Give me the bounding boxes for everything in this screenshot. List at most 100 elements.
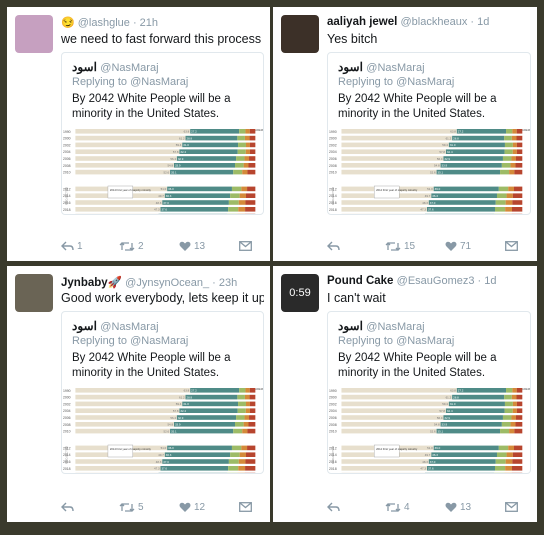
bar-segment bbox=[452, 394, 505, 400]
bar-segment bbox=[75, 156, 177, 161]
data-label: 36.0 bbox=[168, 446, 174, 450]
tick-label: 2014 bbox=[63, 194, 71, 198]
legend-label: AMERICAN INDIAN/ ALASKA NATIVE bbox=[255, 388, 263, 391]
bar-segment bbox=[185, 394, 238, 400]
data-label: 52.6 bbox=[164, 429, 170, 433]
data-label: 52.6 bbox=[430, 429, 436, 433]
data-label: 37.6 bbox=[428, 467, 434, 471]
annotation-box bbox=[107, 444, 134, 458]
bar-segment bbox=[341, 129, 457, 134]
like-button[interactable]: 13 bbox=[445, 502, 471, 513]
bar-segment bbox=[512, 142, 517, 148]
bar-segment bbox=[456, 388, 507, 393]
bar-segment bbox=[245, 459, 256, 464]
bar-segment bbox=[514, 169, 523, 175]
avatar[interactable] bbox=[281, 15, 319, 53]
bar-segment bbox=[158, 472, 228, 473]
bar-segment bbox=[510, 422, 516, 427]
data-label: 36.0 bbox=[168, 187, 174, 191]
direct-message-button[interactable] bbox=[505, 241, 518, 251]
annotation-box bbox=[373, 444, 400, 458]
bar-segment bbox=[514, 428, 523, 434]
quoted-tweet[interactable]: اسود @NasMaraj Replying to @NasMaraj By … bbox=[61, 52, 264, 215]
data-label: 28.8 bbox=[186, 395, 192, 399]
data-label: 49.7 bbox=[158, 194, 164, 198]
bar-segment bbox=[238, 466, 246, 471]
bar-segment bbox=[516, 142, 523, 148]
data-label: 61.2 bbox=[446, 136, 452, 140]
tick-label: 2016 bbox=[63, 460, 71, 464]
bar-segment bbox=[433, 445, 499, 451]
reply-button[interactable] bbox=[327, 241, 343, 252]
bar-segment bbox=[512, 401, 517, 407]
tick-label: 2002 bbox=[63, 143, 71, 147]
retweet-button[interactable]: 15 bbox=[385, 241, 415, 252]
bar-segment bbox=[239, 129, 246, 134]
retweet-button[interactable]: 4 bbox=[385, 502, 410, 513]
author-handle-and-time[interactable]: @lashglue · 21h bbox=[77, 17, 159, 29]
quoted-header: اسود @NasMaraj bbox=[338, 60, 425, 74]
bar-segment bbox=[164, 452, 231, 457]
data-label: 32.9 bbox=[444, 416, 450, 420]
reply-button[interactable] bbox=[327, 502, 343, 513]
bar-segment bbox=[341, 135, 453, 141]
data-label: 61.2 bbox=[179, 136, 185, 140]
bar-segment bbox=[241, 445, 248, 451]
reply-button[interactable]: 1 bbox=[61, 241, 83, 252]
bar-segment bbox=[506, 452, 513, 457]
author-name[interactable]: aaliyah jewel bbox=[327, 16, 401, 28]
author-handle-and-time[interactable]: @JynsynOcean_ · 23h bbox=[125, 277, 238, 289]
bar-segment bbox=[245, 388, 250, 393]
like-button[interactable]: 12 bbox=[179, 502, 205, 513]
bar-segment bbox=[75, 388, 191, 393]
direct-message-button[interactable] bbox=[505, 502, 518, 512]
bar-segment bbox=[506, 193, 513, 198]
author-handle-and-time[interactable]: @blackheaux · 1d bbox=[400, 16, 490, 28]
direct-message-button[interactable] bbox=[239, 241, 252, 251]
quoted-tweet[interactable]: اسود @NasMaraj Replying to @NasMaraj By … bbox=[327, 311, 531, 474]
quoted-tweet[interactable]: اسود @NasMaraj Replying to @NasMaraj By … bbox=[61, 311, 264, 474]
data-label: 32.4 bbox=[180, 150, 186, 154]
bar-segment bbox=[494, 207, 506, 212]
author-name[interactable]: Jynbaby🚀 bbox=[61, 277, 126, 289]
bar-segment bbox=[512, 452, 523, 457]
bar-segment bbox=[245, 408, 250, 413]
like-button[interactable]: 13 bbox=[179, 241, 205, 252]
bar-segment bbox=[182, 401, 239, 407]
avatar[interactable] bbox=[15, 274, 53, 312]
bar-segment bbox=[448, 401, 505, 407]
data-label: 32.9 bbox=[178, 157, 184, 161]
bar-segment bbox=[504, 408, 513, 413]
quoted-tweet[interactable]: اسود @NasMaraj Replying to @NasMaraj By … bbox=[327, 52, 531, 215]
bar-segment bbox=[249, 408, 256, 413]
author-handle-and-time[interactable]: @EsauGomez3 · 1d bbox=[396, 275, 497, 287]
bar-segment bbox=[174, 422, 236, 427]
reply-button[interactable] bbox=[61, 502, 77, 513]
quoted-header: اسود @NasMaraj bbox=[72, 319, 159, 333]
bar-segment bbox=[502, 156, 512, 161]
retweet-button[interactable]: 2 bbox=[119, 241, 144, 252]
bar-segment bbox=[341, 472, 426, 473]
tweet-card: Jynbaby🚀 @JynsynOcean_ · 23h Good work e… bbox=[7, 266, 270, 522]
annotation-box bbox=[107, 185, 134, 199]
like-button[interactable]: 71 bbox=[445, 241, 471, 252]
direct-message-button[interactable] bbox=[239, 502, 252, 512]
retweet-icon bbox=[385, 242, 401, 251]
bar-segment bbox=[245, 129, 250, 134]
data-label: 63.8 bbox=[184, 389, 190, 393]
bar-segment bbox=[245, 401, 250, 407]
tick-label: 2000 bbox=[63, 137, 71, 141]
bar-segment bbox=[75, 428, 171, 434]
tick-label: 2010 bbox=[63, 430, 71, 434]
author-name[interactable]: Pound Cake bbox=[327, 275, 397, 287]
avatar[interactable]: 0:59 bbox=[281, 274, 319, 312]
avatar[interactable] bbox=[15, 15, 53, 53]
bar-segment bbox=[75, 472, 159, 473]
retweet-button[interactable]: 5 bbox=[119, 502, 144, 513]
tick-label: 2016 bbox=[63, 201, 71, 205]
bar-segment bbox=[245, 149, 250, 154]
bar-segment bbox=[237, 408, 246, 413]
data-label: 57.8 bbox=[173, 150, 179, 154]
data-label: 48.3 bbox=[422, 201, 428, 205]
annotation-box bbox=[373, 185, 400, 199]
